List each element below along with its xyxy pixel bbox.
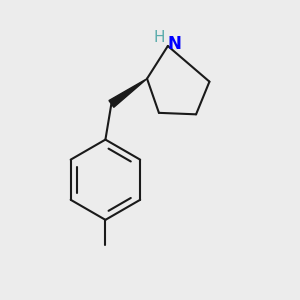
Text: H: H [154, 30, 165, 45]
Text: N: N [167, 35, 181, 53]
Polygon shape [109, 79, 147, 107]
